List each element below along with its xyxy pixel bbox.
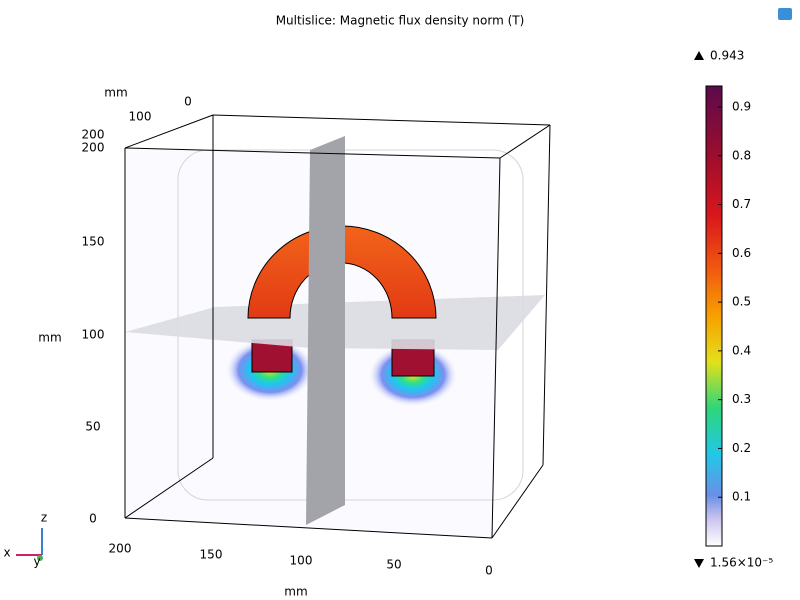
colorbar-tick-label: 0.5 <box>732 295 751 309</box>
box-edge <box>491 157 501 539</box>
axis-triad: z x y <box>3 511 47 569</box>
triad-label: y <box>33 555 40 569</box>
scene <box>124 114 551 539</box>
vertical-slice <box>306 136 345 525</box>
colorbar-tick-label: 0.4 <box>732 343 751 357</box>
x-tick-label: 200 <box>109 542 132 556</box>
z-tick-label: 0 <box>89 512 97 526</box>
min-marker <box>694 559 704 568</box>
box-edge <box>124 517 493 539</box>
colorbar-tick-label: 0.3 <box>732 392 751 406</box>
triad-y <box>37 555 43 561</box>
triad-label: z <box>41 511 47 525</box>
colorbar-min: 1.56×10⁻⁵ <box>710 556 773 570</box>
triad-label: x <box>3 546 10 560</box>
box-edge <box>212 114 551 126</box>
y-tick-label: 200 <box>82 128 105 142</box>
x-tick-label: 0 <box>485 564 493 578</box>
colorbar-tick-label: 0.1 <box>732 490 751 504</box>
colorbar-tick-label: 0.8 <box>732 148 751 162</box>
plot-title: Multislice: Magnetic flux density norm (… <box>276 14 525 28</box>
x-tick-label: 50 <box>386 558 401 572</box>
colorbar-tick-label: 0.6 <box>732 246 751 260</box>
axis-unit: mm <box>38 331 61 345</box>
axis-unit: mm <box>284 585 307 599</box>
x-tick-label: 100 <box>290 554 313 568</box>
colorbar-max: 0.943 <box>710 49 744 63</box>
z-tick-label: 100 <box>82 328 105 342</box>
colorbar-tick-label: 0.2 <box>732 441 751 455</box>
box-edge <box>124 114 214 149</box>
y-tick-label: 100 <box>129 110 152 124</box>
box-edge <box>542 124 551 466</box>
box-edge <box>499 124 551 159</box>
box-edge <box>124 147 501 159</box>
colorbar <box>705 85 723 547</box>
toolbar-icon[interactable] <box>778 8 792 20</box>
colorbar-tick-label: 0.7 <box>732 197 751 211</box>
z-tick-label: 150 <box>82 235 105 249</box>
z-tick-label: 50 <box>85 420 100 434</box>
y-tick-label: 0 <box>184 95 192 109</box>
box-edge <box>491 464 544 539</box>
box-edge <box>124 457 214 519</box>
z-tick-label: 200 <box>82 141 105 155</box>
colorbar-tick-label: 0.9 <box>732 99 751 113</box>
axis-unit: mm <box>104 86 127 100</box>
max-marker <box>694 51 704 60</box>
x-tick-label: 150 <box>200 548 223 562</box>
